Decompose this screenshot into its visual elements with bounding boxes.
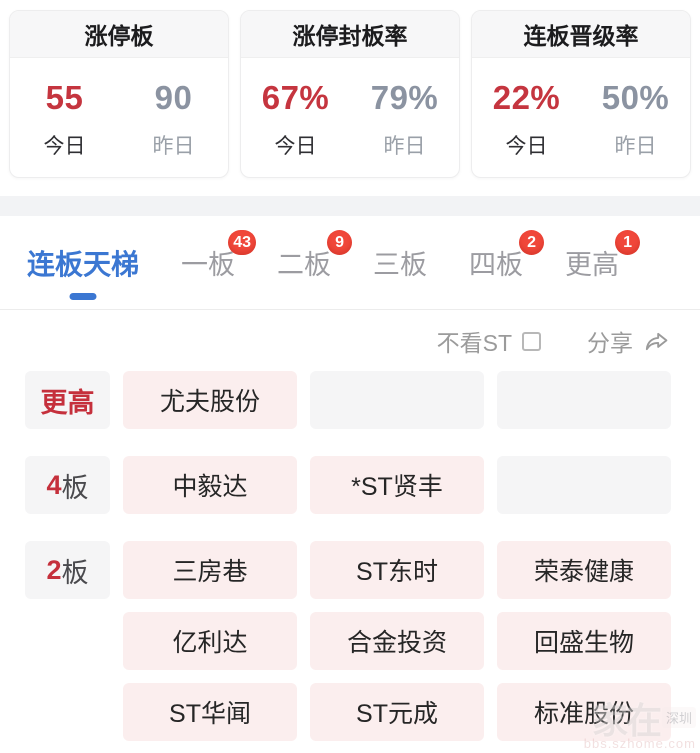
stock-cell[interactable]: 标准股份 bbox=[497, 683, 671, 741]
active-tab-underline bbox=[69, 292, 97, 300]
stock-cell[interactable]: 回盛生物 bbox=[497, 612, 671, 670]
hide-st-label: 不看ST bbox=[436, 330, 512, 356]
share-icon[interactable] bbox=[643, 328, 670, 355]
tier-label-blank bbox=[25, 612, 110, 670]
tab-badge: 2 bbox=[519, 230, 545, 255]
stat-today-value: 55 bbox=[45, 79, 84, 116]
stat-card-title: 涨停板 bbox=[10, 11, 228, 58]
stat-card-title: 连板晋级率 bbox=[472, 11, 690, 58]
tab-board-1[interactable]: 一板 43 bbox=[181, 230, 257, 282]
stat-yesterday-label: 昨日 bbox=[614, 135, 657, 158]
stat-card-limit-up: 涨停板 55 今日 90 昨日 bbox=[9, 10, 229, 178]
empty-cell bbox=[310, 371, 484, 429]
empty-cell bbox=[497, 456, 671, 514]
stat-today-label: 今日 bbox=[274, 135, 317, 158]
stat-today-value: 67% bbox=[261, 79, 330, 116]
ladder-row-2board-cont: 亿利达 合金投资 回盛生物 bbox=[25, 612, 700, 670]
tab-ladder[interactable]: 连板天梯 bbox=[27, 243, 139, 300]
stock-cell[interactable]: *ST贤丰 bbox=[310, 456, 484, 514]
stat-today-label: 今日 bbox=[43, 135, 86, 158]
stock-cell[interactable]: 尤夫股份 bbox=[123, 371, 297, 429]
tab-board-3[interactable]: 三板 bbox=[373, 250, 428, 280]
stat-card-seal-rate: 涨停封板率 67% 今日 79% 昨日 bbox=[240, 10, 460, 178]
tab-board-2[interactable]: 二板 9 bbox=[277, 230, 353, 282]
stock-cell[interactable]: ST元成 bbox=[310, 683, 484, 741]
ladder-row-higher: 更高 尤夫股份 bbox=[25, 371, 700, 429]
tab-badge: 43 bbox=[228, 230, 257, 255]
stat-yesterday-value: 50% bbox=[601, 79, 670, 116]
stock-cell[interactable]: 荣泰健康 bbox=[497, 541, 671, 599]
stock-cell[interactable]: 亿利达 bbox=[123, 612, 297, 670]
tab-higher[interactable]: 更高 1 bbox=[565, 230, 641, 282]
stat-yesterday-value: 79% bbox=[370, 79, 439, 116]
stats-row: 涨停板 55 今日 90 昨日 涨停封板率 67% 今日 79% 昨日 连板晋级 bbox=[0, 0, 700, 178]
ladder-row-2board-cont: ST华闻 ST元成 标准股份 bbox=[25, 683, 700, 741]
stat-yesterday-label: 昨日 bbox=[383, 135, 426, 158]
tab-badge: 1 bbox=[615, 230, 641, 255]
stock-cell[interactable]: ST华闻 bbox=[123, 683, 297, 741]
stock-cell[interactable]: ST东时 bbox=[310, 541, 484, 599]
section-divider bbox=[0, 196, 700, 216]
tab-badge: 9 bbox=[327, 230, 353, 255]
stock-cell[interactable]: 合金投资 bbox=[310, 612, 484, 670]
tier-label: 更高 bbox=[25, 371, 110, 429]
stat-today-value: 22% bbox=[492, 79, 561, 116]
stat-yesterday-value: 90 bbox=[154, 79, 193, 116]
tier-label-blank bbox=[25, 683, 110, 741]
stat-yesterday-label: 昨日 bbox=[152, 135, 195, 158]
empty-cell bbox=[497, 371, 671, 429]
stat-today-label: 今日 bbox=[505, 135, 548, 158]
controls-row: 不看ST 分享 bbox=[0, 310, 700, 358]
stat-card-promotion-rate: 连板晋级率 22% 今日 50% 昨日 bbox=[471, 10, 691, 178]
stock-cell[interactable]: 中毅达 bbox=[123, 456, 297, 514]
hide-st-checkbox[interactable] bbox=[522, 331, 541, 351]
share-label[interactable]: 分享 bbox=[587, 330, 633, 356]
stat-card-title: 涨停封板率 bbox=[241, 11, 459, 58]
ladder-tab-bar: 连板天梯 一板 43 二板 9 三板 四板 2 更高 1 bbox=[0, 216, 700, 310]
stock-cell[interactable]: 三房巷 bbox=[123, 541, 297, 599]
tab-board-4[interactable]: 四板 2 bbox=[469, 230, 545, 282]
